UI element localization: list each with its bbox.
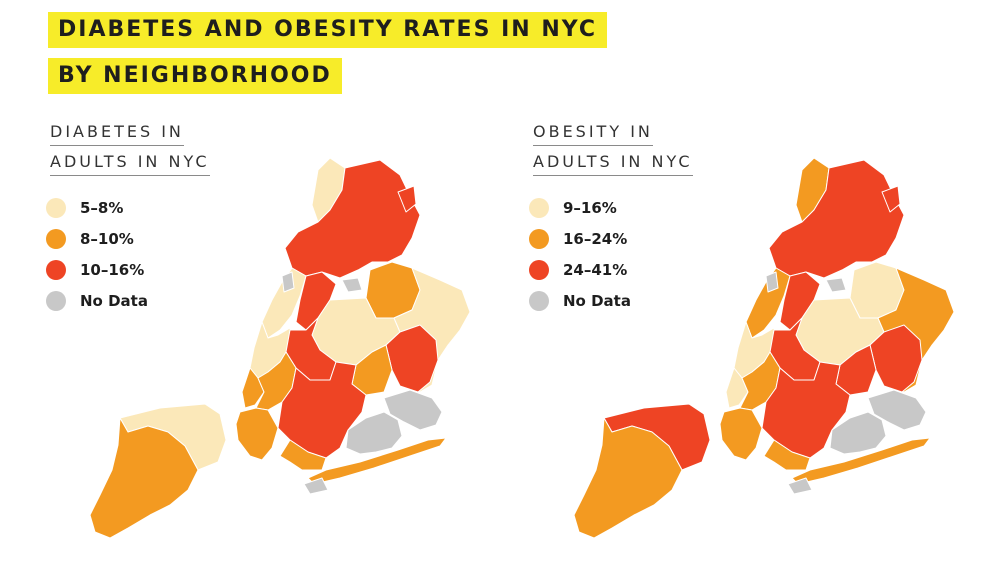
legend-label: 24–41% <box>563 260 628 279</box>
region-staten-island <box>89 417 199 539</box>
obesity-map-regions <box>573 157 955 539</box>
legend-label: No Data <box>80 291 148 310</box>
obesity-heading-line-1: OBESITY IN <box>533 122 653 146</box>
diabetes-heading: DIABETES IN ADULTS IN NYC <box>50 122 210 176</box>
region-nodata-randalls <box>281 271 295 293</box>
legend-item: 10–16% <box>46 254 148 285</box>
region-nodata-jamaica-bay <box>345 411 403 455</box>
legend-label: 9–16% <box>563 198 617 217</box>
legend-item: 24–41% <box>529 254 631 285</box>
legend-swatch <box>46 228 66 249</box>
diabetes-legend: 5–8% 8–10% 10–16% No Data <box>46 192 148 316</box>
legend-swatch <box>529 228 549 249</box>
region-bronx-east <box>881 185 901 213</box>
legend-label: 10–16% <box>80 260 145 279</box>
legend-item: 8–10% <box>46 223 148 254</box>
legend-swatch <box>529 259 549 280</box>
legend-swatch <box>46 259 66 280</box>
legend-item: 16–24% <box>529 223 631 254</box>
legend-item: 9–16% <box>529 192 631 223</box>
region-staten-island <box>573 417 683 539</box>
region-nodata-randalls <box>765 271 779 293</box>
legend-item: 5–8% <box>46 192 148 223</box>
legend-swatch <box>529 290 549 311</box>
legend-item: No Data <box>46 285 148 316</box>
obesity-heading: OBESITY IN ADULTS IN NYC <box>533 122 693 176</box>
region-nodata-rikers <box>825 277 847 293</box>
region-bronx-east <box>397 185 417 213</box>
legend-label: 5–8% <box>80 198 124 217</box>
region-brooklyn-southwest <box>235 407 279 461</box>
region-queens-south <box>385 324 439 393</box>
obesity-legend: 9–16% 16–24% 24–41% No Data <box>529 192 631 316</box>
obesity-heading-line-2: ADULTS IN NYC <box>533 152 693 176</box>
diabetes-map-regions <box>89 157 471 539</box>
region-queens-south <box>869 324 923 393</box>
region-brooklyn-southwest <box>719 407 763 461</box>
legend-label: 8–10% <box>80 229 134 248</box>
page-title-line-2: BY NEIGHBORHOOD <box>48 58 342 94</box>
legend-swatch <box>46 290 66 311</box>
region-nodata-floyd-bennett <box>303 477 329 495</box>
region-nodata-rikers <box>341 277 363 293</box>
region-brooklyn-south <box>763 439 811 471</box>
legend-item: No Data <box>529 285 631 316</box>
page-title-line-1: DIABETES AND OBESITY RATES IN NYC <box>48 12 608 48</box>
region-nodata-jfk <box>867 389 927 431</box>
legend-swatch <box>46 197 66 218</box>
legend-label: No Data <box>563 291 631 310</box>
region-nodata-jfk <box>383 389 443 431</box>
diabetes-heading-line-2: ADULTS IN NYC <box>50 152 210 176</box>
region-nodata-floyd-bennett <box>787 477 813 495</box>
region-brooklyn-south <box>279 439 327 471</box>
region-bronx <box>768 159 905 279</box>
legend-swatch <box>529 197 549 218</box>
diabetes-heading-line-1: DIABETES IN <box>50 122 184 146</box>
legend-label: 16–24% <box>563 229 628 248</box>
region-nodata-jamaica-bay <box>829 411 887 455</box>
